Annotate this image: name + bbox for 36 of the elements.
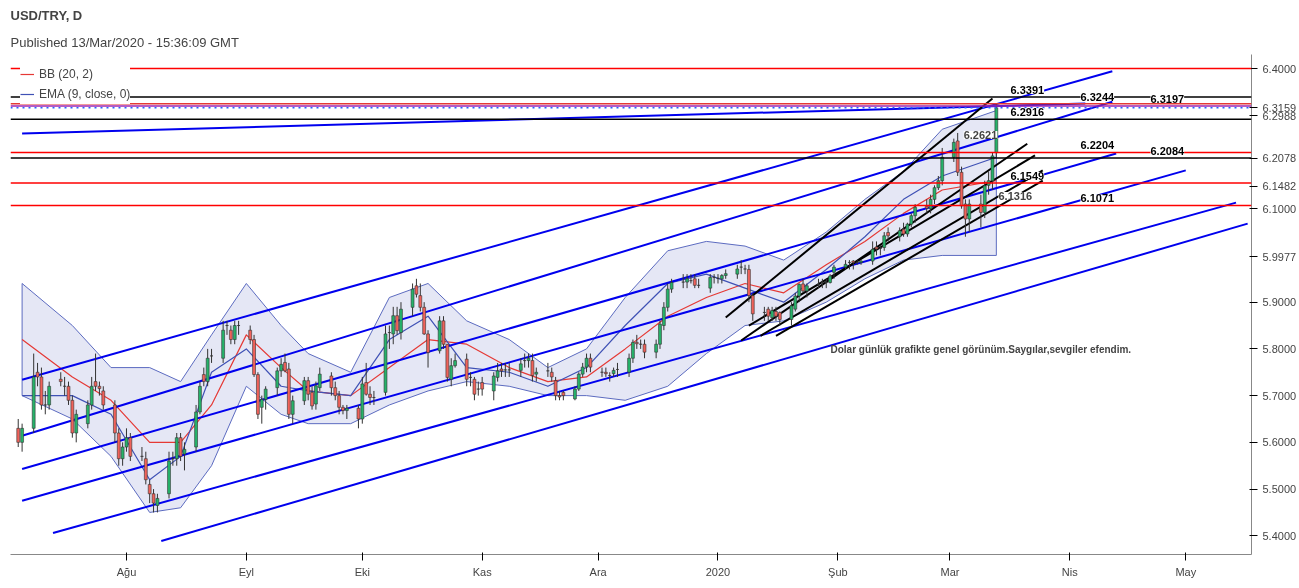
chart-subtitle: Published 13/Mar/2020 - 15:36:09 GMT: [10, 34, 239, 50]
x-tick-label: Nis: [1061, 565, 1079, 578]
x-tick-label: Mar: [940, 565, 960, 578]
y-tick-label: 5.9977: [1262, 250, 1297, 263]
y-tick-label: 5.9000: [1262, 296, 1297, 309]
annotation: 6.1316: [998, 189, 1033, 202]
ref-line-label: 6.3391: [1010, 83, 1045, 96]
ref-line-label: 6.3197: [1150, 93, 1185, 106]
y-tick-label: 6.4000: [1262, 62, 1297, 75]
legend-label: BB (20, 2): [39, 67, 94, 81]
x-tick-label: Kas: [472, 565, 493, 578]
x-tick-label: Eyl: [238, 565, 254, 578]
ref-line-label: 6.2204: [1080, 139, 1116, 152]
x-tick-label: Şub: [828, 565, 848, 578]
y-tick-label: 6.1000: [1262, 202, 1297, 215]
y-tick-label: 5.8000: [1262, 342, 1297, 355]
y-tick-label: 5.4000: [1262, 529, 1297, 542]
chart-title: USD/TRY, D: [10, 7, 83, 23]
y-tick-label: 5.6000: [1262, 436, 1297, 449]
legend-label: EMA (9, close, 0): [39, 87, 131, 101]
x-tick-label: May: [1175, 565, 1197, 578]
x-tick-label: 2020: [705, 565, 731, 578]
ref-line-label: 6.1071: [1080, 192, 1115, 205]
y-tick-label: 5.5000: [1262, 483, 1297, 496]
annotation: Dolar günlük grafikte genel görünüm.Saygılar,sevgiler efendim.: [830, 343, 1132, 355]
x-tick-label: Ağu: [116, 565, 137, 578]
ref-line-label: 6.1549: [1010, 170, 1045, 183]
x-tick-label: Ara: [589, 565, 608, 578]
y-tick-label: 6.1482: [1262, 180, 1297, 193]
x-tick-label: Eki: [354, 565, 370, 578]
ref-line-label: 6.2916: [1010, 106, 1045, 119]
y-tick-label: 5.7000: [1262, 389, 1297, 402]
ref-line-label: 6.3244: [1080, 90, 1116, 103]
y-tick-label: 6.2078: [1262, 152, 1297, 165]
annotation: 6.2621: [963, 128, 998, 141]
ref-line-label: 6.2084: [1150, 145, 1186, 158]
